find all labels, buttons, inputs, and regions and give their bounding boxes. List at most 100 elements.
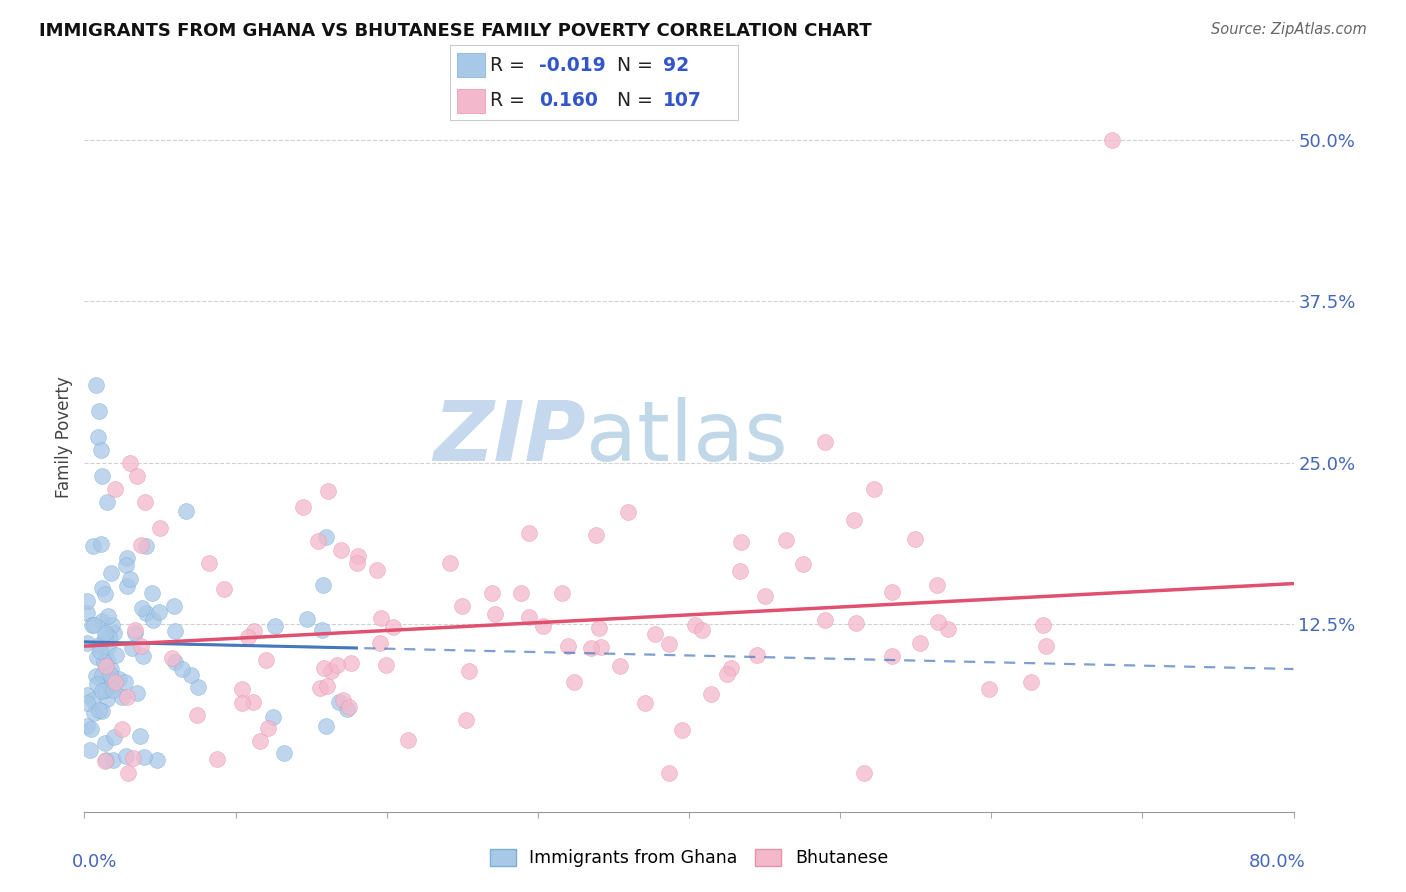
Point bbox=[1032, 618, 1054, 632]
Point bbox=[382, 620, 405, 634]
Point bbox=[76, 593, 98, 607]
Point bbox=[117, 550, 139, 565]
Point bbox=[658, 637, 681, 651]
Point bbox=[242, 624, 264, 639]
Point bbox=[633, 696, 655, 710]
Point bbox=[481, 586, 503, 600]
Point bbox=[231, 682, 253, 697]
Point bbox=[163, 599, 186, 614]
Point bbox=[609, 658, 631, 673]
Point bbox=[1035, 639, 1057, 653]
Point bbox=[101, 618, 124, 632]
Point bbox=[297, 612, 319, 626]
Point bbox=[127, 468, 149, 483]
Point bbox=[170, 662, 193, 676]
Point bbox=[927, 615, 949, 629]
Point bbox=[111, 722, 134, 736]
Point bbox=[292, 500, 315, 514]
Text: 80.0%: 80.0% bbox=[1249, 853, 1306, 871]
Point bbox=[904, 532, 927, 546]
Point bbox=[728, 564, 751, 578]
Point bbox=[87, 430, 110, 444]
Point bbox=[149, 520, 172, 534]
Point bbox=[76, 719, 98, 733]
Point bbox=[845, 615, 868, 630]
Point bbox=[720, 661, 742, 675]
Point bbox=[207, 751, 229, 765]
Point bbox=[79, 743, 101, 757]
Point bbox=[129, 639, 152, 653]
Text: 0.160: 0.160 bbox=[540, 91, 598, 111]
Text: N =: N = bbox=[617, 91, 652, 111]
Point bbox=[96, 691, 118, 706]
Point bbox=[396, 732, 419, 747]
Point bbox=[91, 684, 114, 698]
Point bbox=[312, 578, 335, 592]
Point bbox=[104, 674, 127, 689]
Point bbox=[936, 622, 959, 636]
Point bbox=[256, 721, 278, 735]
Point bbox=[187, 680, 209, 694]
Point bbox=[104, 482, 127, 496]
Point bbox=[366, 563, 388, 577]
Point bbox=[145, 753, 167, 767]
Point bbox=[96, 494, 118, 508]
Point bbox=[454, 714, 477, 728]
Point bbox=[101, 682, 124, 697]
Point bbox=[91, 468, 114, 483]
Point bbox=[111, 690, 134, 704]
Point bbox=[517, 610, 540, 624]
Point bbox=[346, 556, 368, 570]
Point bbox=[337, 700, 360, 714]
Point bbox=[700, 687, 723, 701]
Point bbox=[910, 636, 932, 650]
Point bbox=[180, 668, 202, 682]
Point bbox=[90, 704, 112, 718]
Legend: Immigrants from Ghana, Bhutanese: Immigrants from Ghana, Bhutanese bbox=[482, 842, 896, 874]
Point bbox=[101, 673, 124, 687]
Point bbox=[82, 693, 104, 707]
Point bbox=[94, 625, 117, 640]
Point bbox=[853, 766, 876, 780]
Point bbox=[588, 622, 610, 636]
Point bbox=[84, 669, 107, 683]
Point bbox=[332, 693, 354, 707]
Point bbox=[249, 733, 271, 747]
Point bbox=[264, 619, 287, 633]
Point bbox=[315, 719, 337, 733]
Point bbox=[129, 537, 152, 551]
Y-axis label: Family Poverty: Family Poverty bbox=[55, 376, 73, 498]
Point bbox=[135, 539, 157, 553]
Point bbox=[671, 723, 693, 737]
Text: atlas: atlas bbox=[586, 397, 787, 477]
Point bbox=[273, 747, 295, 761]
Point bbox=[118, 456, 141, 470]
Point bbox=[94, 659, 117, 673]
Point bbox=[83, 617, 105, 632]
Point bbox=[90, 537, 112, 551]
Point bbox=[87, 703, 110, 717]
Point bbox=[103, 730, 125, 744]
Text: Source: ZipAtlas.com: Source: ZipAtlas.com bbox=[1211, 22, 1367, 37]
Point bbox=[100, 566, 122, 580]
Point bbox=[89, 404, 111, 418]
Point bbox=[94, 753, 117, 767]
Point bbox=[86, 378, 108, 392]
Point bbox=[90, 582, 112, 596]
Point bbox=[616, 505, 638, 519]
Point bbox=[591, 640, 613, 654]
FancyBboxPatch shape bbox=[457, 88, 485, 112]
Point bbox=[685, 618, 707, 632]
Point bbox=[93, 683, 115, 698]
Point bbox=[121, 641, 143, 656]
Point bbox=[118, 572, 141, 586]
Point bbox=[311, 623, 333, 637]
Point bbox=[89, 644, 111, 658]
Point bbox=[842, 513, 865, 527]
Point bbox=[319, 664, 342, 678]
FancyBboxPatch shape bbox=[457, 53, 485, 78]
Point bbox=[131, 600, 153, 615]
Point bbox=[76, 636, 98, 650]
Point bbox=[94, 632, 117, 646]
Point bbox=[103, 625, 125, 640]
